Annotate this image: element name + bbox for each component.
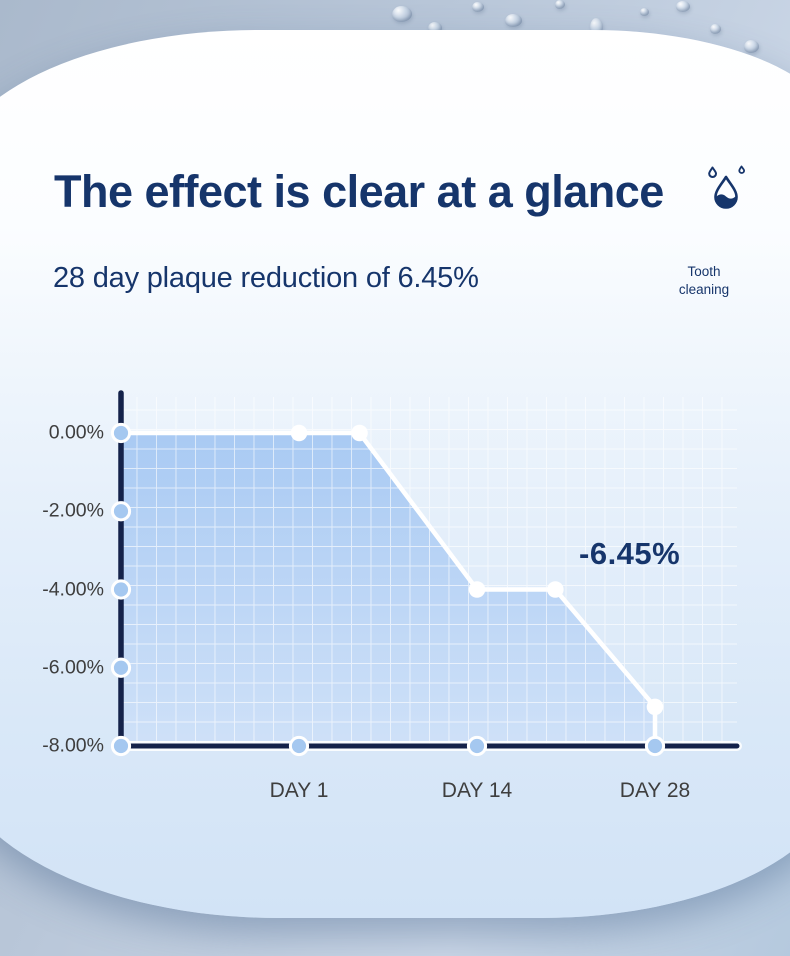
corner-note: Tooth cleaning xyxy=(678,264,730,298)
x-axis-tick-dot xyxy=(288,735,310,757)
y-axis-tick-label: -4.00% xyxy=(42,578,104,600)
series-point-marker xyxy=(646,698,664,716)
series-point-marker xyxy=(290,424,308,442)
x-axis-tick-label: DAY 28 xyxy=(619,779,691,802)
y-axis-tick-label: -8.00% xyxy=(42,734,104,757)
x-axis-tick-label: DAY 14 xyxy=(441,779,513,802)
water-drop-icon xyxy=(708,165,745,209)
y-axis-tick-dot xyxy=(110,422,132,444)
page-title: The effect is clear at a glance xyxy=(54,166,664,217)
water-droplet-decoration xyxy=(505,14,522,27)
x-axis-tick-dot xyxy=(644,735,666,757)
y-axis-tick-label: 0.00% xyxy=(48,421,104,444)
series-point-marker xyxy=(351,424,368,442)
y-axis-tick-dot xyxy=(110,735,132,757)
x-axis-tick-dot xyxy=(466,735,488,757)
chart-gridlines xyxy=(121,397,737,746)
y-axis-tick-label: -2.00% xyxy=(42,499,104,522)
x-axis-tick-label: DAY 1 xyxy=(269,779,329,802)
water-droplet-decoration xyxy=(744,40,759,53)
series-point-marker xyxy=(547,581,564,598)
y-axis-tick-dot xyxy=(110,501,132,522)
y-axis-tick-dot xyxy=(110,579,132,600)
water-droplet-decoration xyxy=(676,1,690,12)
water-droplet-decoration xyxy=(392,6,412,22)
water-droplet-decoration xyxy=(640,8,649,16)
y-axis-tick-dot xyxy=(110,657,132,678)
water-droplet-decoration xyxy=(555,0,565,9)
water-droplet-decoration xyxy=(710,24,721,34)
y-axis-tick-label: -6.00% xyxy=(42,656,104,679)
water-droplet-decoration xyxy=(472,2,484,12)
series-point-marker xyxy=(468,581,486,598)
page-subtitle: 28 day plaque reduction of 6.45% xyxy=(53,262,479,294)
chart-annotation: -6.45% xyxy=(579,536,681,571)
